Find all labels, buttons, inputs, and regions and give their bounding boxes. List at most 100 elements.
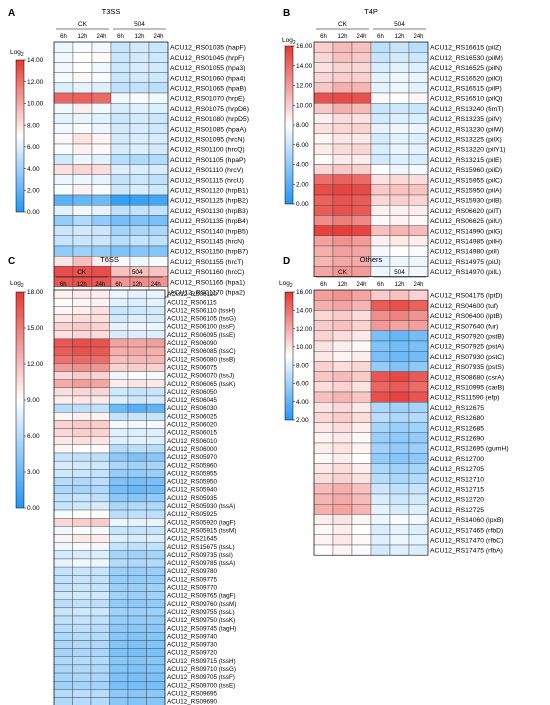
row-label: ACU12_RS10995 (carB) bbox=[430, 384, 504, 391]
row-label: ACU12_RS17470 (rfbC) bbox=[430, 537, 503, 544]
heatmap-cell bbox=[313, 113, 334, 124]
heatmap-cell bbox=[351, 266, 372, 277]
heatmap-cell bbox=[148, 154, 169, 165]
row-label: ACU12_RS06075 bbox=[167, 364, 218, 371]
heatmap-cell bbox=[351, 123, 372, 134]
heatmap-cell bbox=[127, 371, 147, 380]
heatmap-cell bbox=[109, 460, 129, 470]
heatmap-cell bbox=[313, 154, 334, 165]
heatmap-cell bbox=[72, 428, 92, 437]
scale-tick-label: 8.00 bbox=[296, 122, 309, 129]
heatmap-cell bbox=[53, 689, 73, 698]
heatmap-cell bbox=[91, 92, 112, 104]
color-scale-bar bbox=[15, 291, 25, 509]
heatmap-cell bbox=[72, 371, 92, 380]
heatmap-cell bbox=[370, 351, 391, 362]
heatmap-cell bbox=[332, 235, 353, 247]
heatmap-cell bbox=[313, 371, 334, 382]
heatmap-cell bbox=[313, 215, 334, 226]
heatmap-cell bbox=[72, 403, 92, 413]
heatmap-cell bbox=[53, 387, 73, 397]
heatmap-cell bbox=[129, 82, 150, 94]
heatmap-cell bbox=[72, 697, 92, 705]
heatmap-cell bbox=[127, 526, 147, 535]
heatmap-cell bbox=[146, 526, 166, 535]
row-label: ACU12_RS14980 (pilI) bbox=[430, 249, 499, 256]
heatmap-cell bbox=[90, 289, 110, 299]
heatmap-cell bbox=[127, 493, 147, 503]
heatmap-cell bbox=[351, 133, 372, 145]
scale-tick-label: 16.00 bbox=[296, 43, 313, 50]
heatmap-cell bbox=[370, 82, 391, 94]
heatmap-cell bbox=[127, 306, 147, 315]
heatmap-cell bbox=[370, 289, 391, 301]
row-label: ACU12_RS14975 (pilJ) bbox=[430, 259, 501, 266]
heatmap-cell bbox=[313, 300, 334, 311]
heatmap-cell bbox=[72, 133, 93, 145]
panel-letter: D bbox=[283, 256, 290, 267]
heatmap-cell bbox=[370, 422, 391, 433]
heatmap-cell bbox=[90, 583, 110, 592]
heatmap-cell bbox=[127, 697, 147, 705]
heatmap-cell bbox=[351, 371, 372, 382]
heatmap-cell bbox=[109, 485, 129, 494]
heatmap-cell bbox=[53, 509, 73, 519]
heatmap-cell bbox=[332, 463, 353, 474]
heatmap-cell bbox=[332, 381, 353, 393]
row-label: ACU12_RS05940 bbox=[167, 487, 218, 494]
heatmap-cell bbox=[129, 133, 150, 145]
heatmap-cell bbox=[389, 361, 410, 372]
panel-letter: B bbox=[283, 8, 290, 19]
heatmap-cell bbox=[389, 289, 410, 301]
scale-tick-label: 6.00 bbox=[296, 142, 309, 149]
heatmap-cell bbox=[313, 266, 334, 277]
heatmap-cell bbox=[53, 322, 73, 331]
heatmap-cell bbox=[53, 648, 73, 657]
group-label: CK bbox=[78, 21, 88, 28]
heatmap-cell bbox=[53, 235, 74, 247]
heatmap-cell bbox=[91, 41, 112, 53]
heatmap-cell bbox=[72, 143, 93, 155]
heatmap-cell bbox=[129, 164, 150, 175]
heatmap-cell bbox=[148, 194, 169, 206]
heatmap-cell bbox=[72, 681, 92, 690]
heatmap-cell bbox=[332, 164, 353, 175]
heatmap-cell bbox=[351, 92, 372, 104]
heatmap-cell bbox=[351, 483, 372, 495]
heatmap-cell bbox=[53, 607, 73, 617]
heatmap-cell bbox=[90, 452, 110, 462]
heatmap-cell bbox=[351, 82, 372, 94]
row-label: ACU12_RS05955 bbox=[167, 470, 218, 477]
heatmap-cell bbox=[146, 306, 166, 315]
heatmap-cell bbox=[110, 123, 131, 134]
heatmap-cell bbox=[91, 266, 112, 277]
heatmap-cell bbox=[370, 412, 391, 423]
color-scale-bar bbox=[15, 59, 25, 213]
heatmap-cell bbox=[72, 452, 92, 462]
heatmap-cell bbox=[109, 493, 129, 503]
heatmap-cell bbox=[389, 544, 410, 556]
row-label: ACU12_RS09740 bbox=[167, 633, 218, 640]
row-label: ACU12_RS06045 bbox=[167, 397, 218, 404]
heatmap-cell bbox=[53, 205, 74, 216]
heatmap-cell bbox=[91, 72, 112, 83]
heatmap-cell bbox=[90, 330, 110, 340]
heatmap-cell bbox=[332, 493, 353, 505]
heatmap-cell bbox=[370, 72, 391, 83]
heatmap-cell bbox=[72, 355, 92, 364]
row-label: ACU12_RS06090 bbox=[167, 340, 218, 347]
heatmap-cell bbox=[332, 371, 353, 382]
heatmap-cell bbox=[332, 174, 353, 185]
heatmap-cell bbox=[72, 420, 92, 429]
heatmap-cell bbox=[110, 225, 131, 236]
heatmap-cell bbox=[332, 402, 353, 413]
heatmap-cell bbox=[370, 442, 391, 454]
heatmap-cell bbox=[90, 493, 110, 503]
heatmap-cell bbox=[91, 113, 112, 124]
heatmap-cell bbox=[370, 184, 391, 196]
heatmap-cell bbox=[408, 453, 429, 464]
heatmap-cell bbox=[313, 256, 334, 267]
heatmap-cell bbox=[313, 483, 334, 495]
heatmap-cell bbox=[110, 164, 131, 175]
heatmap-cell bbox=[408, 235, 429, 247]
